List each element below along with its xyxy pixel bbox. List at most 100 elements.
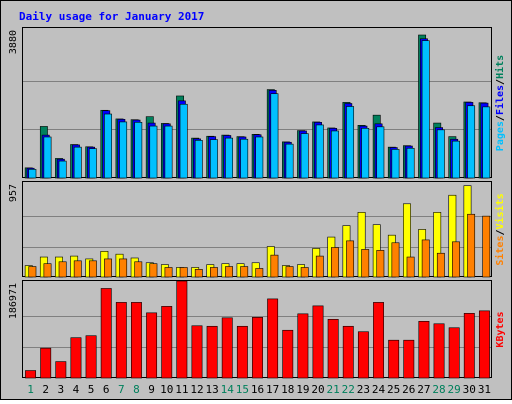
legend-sites: Sites [494, 236, 506, 266]
x-tick-label: 28 [432, 383, 445, 396]
mid-sites-bar [300, 267, 309, 278]
mid-sites-bar [436, 252, 445, 278]
x-tick-label: 11 [175, 383, 188, 396]
legend-kbytes: KBytes [495, 311, 506, 347]
top-pages-bar [88, 148, 97, 179]
mid-sites-bar [346, 240, 355, 278]
bot-side-legend: KBytes [495, 311, 506, 347]
mid-sites-bar [406, 256, 415, 278]
mid-sites-bar [421, 239, 430, 278]
mid-sites-bar [28, 266, 37, 278]
top-pages-bar [391, 149, 400, 179]
bot-kbytes-bar [161, 306, 173, 379]
legend-sep: / [495, 115, 506, 121]
x-tick-label: 24 [372, 383, 386, 396]
mid-sites-bar [119, 258, 128, 278]
mid-sites-bar [315, 255, 324, 278]
bot-kbytes-bar [267, 298, 279, 379]
top-pages-bar [467, 105, 476, 179]
mid-sites-bar [88, 260, 97, 278]
mid-sites-bar [58, 261, 67, 278]
bot-kbytes-bar [100, 288, 112, 379]
mid-sites-bar [452, 241, 460, 278]
bot-kbytes-bar [373, 302, 384, 379]
legend-sep: / [495, 229, 506, 235]
x-tick-label: 3 [58, 383, 65, 396]
bot-kbytes-bar [206, 325, 218, 379]
top-pages-bar [421, 40, 430, 179]
top-pages-bar [240, 138, 249, 179]
top-pages-bar [270, 93, 279, 179]
x-tick-label: 10 [160, 383, 173, 396]
top-pages-bar [255, 136, 264, 179]
x-tick-label: 20 [311, 383, 324, 396]
mid-sites-bar [194, 269, 203, 278]
mid-sites-bar [482, 215, 491, 278]
mid-side-legend: Sites/Visits [494, 193, 506, 265]
legend-files: Files [494, 85, 506, 115]
top-pages-bar [194, 140, 203, 179]
top-pages-bar [104, 113, 112, 179]
top-pages-bar [225, 137, 233, 179]
bot-kbytes-bar [327, 319, 339, 379]
mid-sites-bar [225, 266, 233, 278]
bot-kbytes-bar [418, 320, 430, 379]
x-tick-label: 22 [342, 383, 355, 396]
legend-hits: Hits [494, 55, 506, 79]
mid-sites-bar [391, 242, 400, 278]
mid-sites-bar [270, 254, 279, 278]
x-tick-label: 29 [448, 383, 461, 396]
top-pages-bar [43, 136, 52, 179]
bot-kbytes-bar [282, 329, 294, 379]
bot-kbytes-bar [85, 335, 97, 379]
bot-kbytes-bar [357, 331, 369, 379]
top-pages-bar [119, 121, 128, 179]
x-tick-label: 17 [266, 383, 279, 396]
top-pages-bar [300, 133, 309, 179]
top-pages-bar [164, 125, 173, 179]
mid-ymax-label: 957 [8, 184, 19, 202]
mid-sites-bar [149, 263, 158, 278]
x-tick-label: 6 [103, 383, 110, 396]
mid-sites-bar [331, 247, 339, 278]
bot-kbytes-bar [312, 305, 324, 379]
top-pages-bar [361, 128, 370, 179]
mid-sites-bar [134, 261, 143, 278]
x-tick-label: 1 [27, 383, 34, 396]
top-pages-bar [210, 139, 218, 179]
bot-kbytes-bar [478, 310, 490, 379]
x-tick-label: 27 [417, 383, 430, 396]
x-tick-label: 5 [88, 383, 95, 396]
bot-kbytes-bar [342, 325, 354, 379]
bot-kbytes-bar [463, 313, 475, 379]
top-pages-bar [346, 106, 355, 179]
top-pages-bar [406, 147, 415, 179]
top-pages-bar [134, 122, 143, 179]
mid-sites-bar [164, 267, 173, 278]
x-tick-label: 18 [281, 383, 294, 396]
mid-sites-bar [179, 267, 188, 278]
top-pages-bar [149, 125, 158, 179]
mid-sites-bar [361, 249, 370, 278]
bot-kbytes-bar [433, 323, 445, 379]
x-tick-label: 15 [236, 383, 249, 396]
top-pages-bar [376, 126, 385, 179]
bot-kbytes-bar [176, 280, 188, 379]
top-pages-bar [179, 103, 188, 179]
x-tick-label: 21 [327, 383, 340, 396]
mid-sites-bar [285, 266, 294, 278]
x-tick-label: 30 [463, 383, 476, 396]
mid-sites-bar [210, 267, 218, 278]
x-tick-label: 19 [296, 383, 309, 396]
bot-kbytes-bar [115, 302, 127, 379]
top-pages-bar [73, 146, 82, 179]
top-pages-bar [58, 160, 67, 179]
bot-kbytes-bar [297, 313, 309, 379]
bot-kbytes-bar [55, 361, 67, 379]
x-tick-label: 26 [402, 383, 415, 396]
bot-kbytes-bar [448, 327, 460, 379]
bot-kbytes-bar [221, 317, 233, 379]
x-tick-label: 13 [205, 383, 218, 396]
